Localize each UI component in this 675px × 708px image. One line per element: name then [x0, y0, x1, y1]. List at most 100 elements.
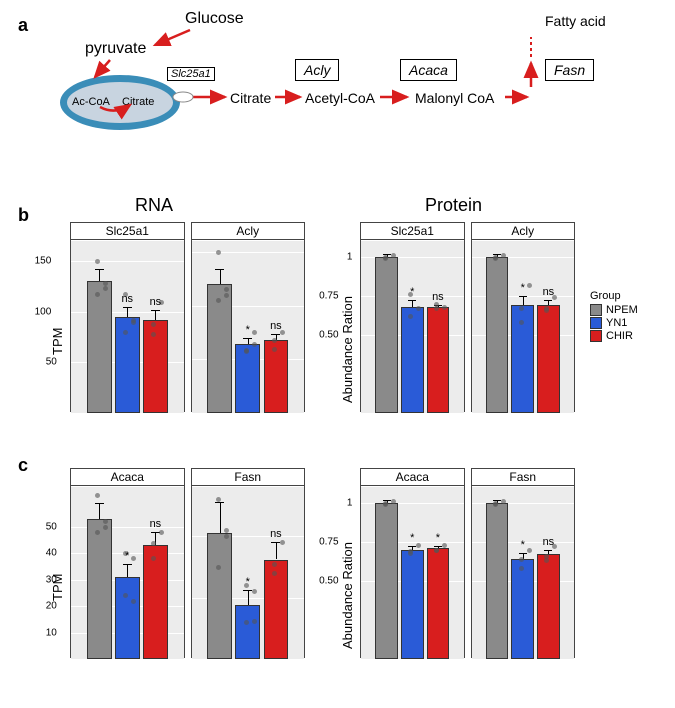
data-point	[131, 556, 136, 561]
plot-area: * ns	[472, 241, 575, 413]
plot-area: *ns	[71, 487, 184, 659]
legend-item: NPEM	[590, 304, 638, 316]
data-point	[493, 255, 498, 260]
data-point	[244, 348, 249, 353]
chart-title: Slc25a1	[360, 222, 465, 240]
significance-marker: ns	[121, 293, 133, 305]
y-axis-label: Abundance Ration	[340, 296, 355, 403]
data-point	[442, 543, 447, 548]
data-point	[442, 305, 447, 310]
y-tick: 0.50	[319, 575, 338, 586]
data-point	[434, 548, 439, 553]
significance-marker: *	[246, 324, 250, 336]
y-tick: 0.75	[319, 290, 338, 301]
chart-fasn: Fasn*ns	[191, 468, 306, 658]
y-tick: 50	[46, 521, 57, 532]
y-tick: 40	[46, 548, 57, 559]
plot-area: *ns	[472, 487, 575, 659]
bar-yn1	[115, 577, 140, 659]
significance-marker: *	[521, 282, 525, 294]
bar-chir	[143, 545, 168, 659]
chart-title: Acly	[191, 222, 306, 240]
y-tick: 10	[46, 627, 57, 638]
significance-marker: *	[246, 576, 250, 588]
significance-marker: *	[410, 286, 414, 298]
legend-item: YN1	[590, 317, 638, 329]
data-point	[527, 283, 532, 288]
plot-area: **	[361, 487, 464, 659]
y-tick: 100	[35, 306, 52, 317]
data-point	[272, 571, 277, 576]
significance-marker: *	[521, 539, 525, 551]
data-point	[252, 589, 257, 594]
data-point	[216, 497, 221, 502]
y-axis-label: Abundance Ration	[340, 542, 355, 649]
y-tick: 50	[46, 357, 57, 368]
charts-c-rna: TPMAcaca*ns1020304050Fasn*ns	[70, 468, 305, 658]
plot-area: nsns	[71, 241, 184, 413]
data-point	[95, 259, 100, 264]
bar-npem	[486, 503, 509, 659]
legend-title: Group	[590, 290, 638, 302]
data-point	[224, 534, 229, 539]
pathway-diagram: Glucose pyruvate Fatty acid Ac-CoA Citra…	[55, 15, 635, 155]
y-tick: 1	[347, 251, 353, 262]
data-point	[252, 619, 257, 624]
significance-marker: ns	[543, 286, 555, 298]
chart-title: Fasn	[471, 468, 576, 486]
chart-acaca: Acaca*ns1020304050	[70, 468, 185, 658]
data-point	[519, 306, 524, 311]
chart-title: Slc25a1	[70, 222, 185, 240]
y-axis-label: TPM	[50, 328, 65, 355]
title-protein: Protein	[425, 195, 482, 216]
legend-item: CHIR	[590, 330, 638, 342]
bar-npem	[207, 533, 232, 659]
data-point	[216, 565, 221, 570]
significance-marker: ns	[270, 320, 282, 332]
data-point	[383, 501, 388, 506]
title-rna: RNA	[135, 195, 173, 216]
bar-chir	[427, 307, 450, 413]
charts-c-protein: Abundance RationAcaca**0.500.751Fasn*ns	[360, 468, 575, 658]
data-point	[95, 493, 100, 498]
data-point	[272, 562, 277, 567]
data-point	[391, 253, 396, 258]
bar-yn1	[235, 344, 260, 413]
data-point	[252, 330, 257, 335]
data-point	[252, 342, 257, 347]
bar-yn1	[235, 605, 260, 659]
chart-slc25a1: Slc25a1nsns50100150	[70, 222, 185, 412]
y-tick: 20	[46, 601, 57, 612]
bar-yn1	[401, 550, 424, 659]
legend: Group NPEMYN1CHIR	[590, 290, 638, 343]
significance-marker: ns	[432, 291, 444, 303]
charts-b-protein: Abundance RationSlc25a1*ns0.500.751Acly*…	[360, 222, 575, 412]
bar-yn1	[511, 559, 534, 659]
bar-chir	[537, 554, 560, 659]
data-point	[224, 528, 229, 533]
data-point	[216, 298, 221, 303]
data-point	[151, 541, 156, 546]
chart-title: Fasn	[191, 468, 306, 486]
bar-npem	[375, 257, 398, 413]
chart-title: Acaca	[70, 468, 185, 486]
significance-marker: *	[436, 532, 440, 544]
chart-acly: Acly * ns	[191, 222, 306, 412]
data-point	[216, 250, 221, 255]
plot-area: *ns	[192, 487, 305, 659]
data-point	[527, 548, 532, 553]
plot-area: * ns	[361, 241, 464, 413]
data-point	[95, 292, 100, 297]
y-tick: 0.50	[319, 329, 338, 340]
bar-npem	[87, 281, 112, 413]
data-point	[383, 255, 388, 260]
data-point	[244, 620, 249, 625]
bar-yn1	[401, 307, 424, 413]
chart-fasn: Fasn*ns	[471, 468, 576, 658]
data-point	[272, 347, 277, 352]
data-point	[519, 557, 524, 562]
diagram-arrows	[55, 15, 635, 155]
data-point	[493, 501, 498, 506]
bar-npem	[87, 519, 112, 659]
bar-chir	[537, 305, 560, 413]
